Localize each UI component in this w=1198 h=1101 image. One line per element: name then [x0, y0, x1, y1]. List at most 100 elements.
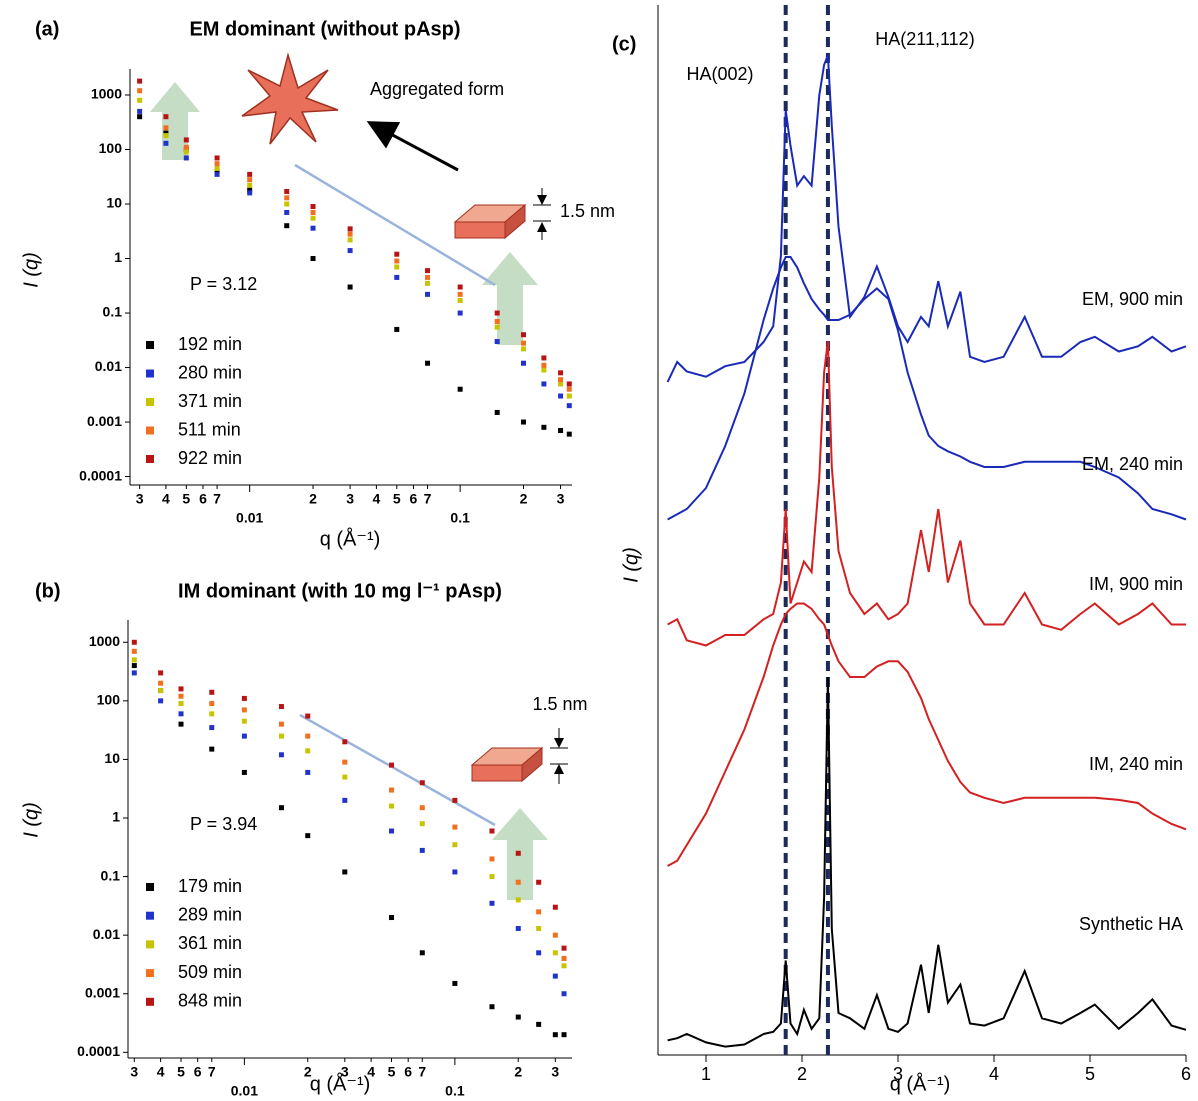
data-point [425, 360, 431, 366]
data-point [305, 769, 311, 775]
x-tick-label: 6 [404, 1064, 412, 1080]
y-tick-label: 0.0001 [79, 467, 122, 483]
data-point [566, 386, 572, 392]
data-point [278, 805, 284, 811]
data-point [419, 821, 425, 827]
data-point [520, 360, 526, 366]
data-point [558, 427, 564, 433]
data-point [163, 125, 169, 131]
x-tick-label: 3 [893, 1064, 903, 1084]
data-point [183, 149, 189, 155]
data-point [494, 339, 500, 345]
annotation: P = 3.12 [190, 274, 257, 294]
data-point [183, 155, 189, 161]
data-point [452, 869, 458, 875]
x-tick-label: 7 [418, 1064, 426, 1080]
data-point [137, 88, 143, 94]
data-point [310, 256, 316, 262]
data-point [284, 201, 290, 207]
legend-label: 361 min [178, 933, 242, 953]
y-tick-label: 0.001 [85, 984, 120, 1000]
x-tick-label: 5 [1085, 1064, 1095, 1084]
data-point [241, 718, 247, 724]
data-point [515, 1014, 521, 1020]
data-point [214, 171, 220, 177]
platelet-icon [453, 188, 551, 240]
data-point [489, 874, 495, 880]
x-tick-label: 0.1 [445, 1083, 465, 1099]
data-point [342, 739, 348, 745]
x-tick-label: 3 [557, 491, 565, 507]
line-series [666, 55, 1187, 383]
reference-label: HA(211,112) [875, 29, 974, 49]
data-point [131, 639, 137, 645]
data-point [183, 144, 189, 150]
panel-label: (b) [35, 580, 61, 602]
x-axis-label: q (Å⁻¹) [320, 527, 381, 550]
data-point [520, 340, 526, 346]
data-point [347, 284, 353, 290]
growth-arrow [482, 252, 538, 345]
y-tick-label: 100 [99, 140, 123, 156]
data-point [214, 168, 220, 174]
annotation: P = 3.94 [190, 814, 257, 834]
arrow [366, 121, 459, 172]
data-point [342, 774, 348, 780]
legend-label: 371 min [178, 391, 242, 411]
legend-label: 511 min [178, 419, 241, 439]
legend-swatch [146, 911, 154, 920]
x-tick-label: 3 [136, 491, 144, 507]
data-point [425, 280, 431, 286]
legend-label: 280 min [178, 362, 242, 382]
data-point [452, 980, 458, 986]
data-point [178, 693, 184, 699]
data-point [209, 746, 215, 752]
data-point [419, 805, 425, 811]
data-point [214, 161, 220, 167]
data-point [561, 1032, 567, 1038]
y-tick-label: 10 [104, 750, 120, 766]
data-point [163, 140, 169, 146]
slope-line [299, 713, 496, 827]
series-label: Synthetic HA [1079, 914, 1183, 934]
panel-label: (a) [35, 18, 59, 40]
data-point [558, 381, 564, 387]
data-point [566, 403, 572, 409]
data-point [425, 268, 431, 274]
data-point [178, 686, 184, 692]
data-point [241, 733, 247, 739]
data-point [536, 879, 542, 885]
data-point [552, 973, 558, 979]
data-point [209, 725, 215, 731]
series-label: EM, 240 min [1082, 454, 1183, 474]
data-point [552, 904, 558, 910]
x-tick-label: 3 [130, 1064, 138, 1080]
data-point [247, 190, 253, 196]
data-point [536, 909, 542, 915]
data-point [163, 114, 169, 120]
chart-title: IM dominant (with 10 mg l⁻¹ pAsp) [178, 580, 502, 602]
data-point [137, 108, 143, 114]
x-tick-label: 4 [157, 1064, 165, 1080]
data-point [178, 711, 184, 717]
data-point [541, 381, 547, 387]
data-point [305, 748, 311, 754]
data-point [158, 688, 164, 694]
data-point [558, 377, 564, 383]
legend-swatch [146, 969, 154, 978]
data-point [158, 680, 164, 686]
x-tick-label: 1 [701, 1064, 711, 1084]
data-point [278, 704, 284, 710]
data-point [489, 856, 495, 862]
line-series [667, 676, 1187, 1048]
annotation: Aggregated form [370, 79, 504, 99]
data-point [566, 393, 572, 399]
data-point [178, 721, 184, 727]
data-point [241, 695, 247, 701]
legend-label: 509 min [178, 962, 242, 982]
data-point [131, 663, 137, 669]
line-series [667, 340, 1186, 647]
data-point [541, 355, 547, 361]
line-series [667, 602, 1187, 867]
